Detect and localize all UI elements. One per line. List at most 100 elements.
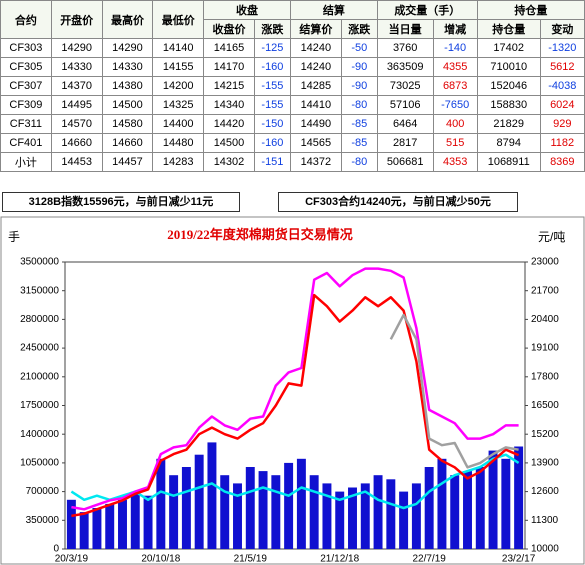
cell: 1068911: [476, 152, 541, 172]
volume-bar: [181, 467, 191, 549]
volume-bar: [335, 491, 345, 549]
cell: 14170: [203, 57, 255, 77]
cell: 14330: [101, 57, 154, 77]
volume-bar: [258, 471, 268, 549]
cell: 158830: [476, 95, 541, 115]
cell: -155: [253, 76, 291, 96]
volume-bar: [322, 483, 332, 549]
sub-header: 增减: [432, 19, 478, 39]
volume-bar: [309, 475, 319, 549]
group-header: 结算: [289, 0, 378, 20]
cell: 14495: [50, 95, 103, 115]
cell: 57106: [376, 95, 434, 115]
volume-bar: [143, 495, 153, 549]
cell: -150: [253, 114, 291, 134]
volume-bar: [386, 479, 396, 549]
cell: 14500: [101, 95, 154, 115]
series-line: [71, 267, 519, 511]
y-tick-label: 2100000: [20, 371, 59, 382]
chart: 2019/22年度郑棉期货日交易情况 手 元/吨 0 350000 700000 10…: [0, 216, 585, 565]
cell: -85: [340, 133, 378, 153]
cell: 14240: [289, 57, 342, 77]
cell: 73025: [376, 76, 434, 96]
cell: 14165: [203, 38, 255, 58]
y-tick-label: 2450000: [20, 343, 59, 354]
cell: 14290: [101, 38, 154, 58]
volume-bar: [245, 467, 255, 549]
cell: 14410: [289, 95, 342, 115]
volume-bar: [156, 458, 166, 549]
volume-bar: [169, 475, 179, 549]
cell: -85: [340, 114, 378, 134]
y-tick-label: 350000: [26, 515, 60, 526]
volume-bar: [130, 491, 140, 549]
y2-tick-label: 13900: [531, 458, 559, 469]
cell: -151: [253, 152, 291, 172]
group-header: 收盘: [203, 0, 291, 20]
volume-bar: [271, 475, 281, 549]
cell: 14155: [152, 57, 205, 77]
cell: -125: [253, 38, 291, 58]
contract-note: CF303合约14240元，与前日减少50元: [278, 192, 518, 212]
cell: 710010: [476, 57, 541, 77]
volume-bar: [220, 475, 230, 549]
series-line: [389, 313, 519, 469]
x-tick-label: 20/3/19: [55, 554, 89, 565]
volume-bar: [105, 503, 115, 549]
cell: 14240: [289, 38, 342, 58]
y2-axis-label: 元/吨: [538, 230, 565, 244]
cell: 21829: [476, 114, 541, 134]
sub-header: 结算价: [289, 19, 342, 39]
volume-bar: [296, 458, 306, 549]
quote-table: 合约 开盘价 最高价 最低价 收盘 结算 成交量（手） 持仓量 收盘价 涨跌 结算价 涨跌 当日量 增减持…: [0, 0, 585, 172]
volume-bar: [66, 499, 76, 549]
volume-bar: [118, 499, 127, 549]
cell: 4355: [432, 57, 478, 77]
column-header: 开盘价: [50, 0, 103, 39]
header-row: 收盘价 涨跌 结算价 涨跌 当日量 增减 持仓量 变动: [1, 19, 585, 39]
y2-tick-label: 16500: [531, 400, 559, 411]
cell: 2817: [376, 133, 434, 153]
volume-bar: [92, 508, 102, 549]
cell: CF307: [0, 76, 52, 96]
y2-tick-label: 10000: [531, 544, 559, 555]
y2-tick-label: 23000: [531, 257, 559, 268]
volume-bar: [424, 467, 434, 549]
y-tick-label: 1400000: [20, 429, 59, 440]
y2-tick-label: 12600: [531, 486, 559, 497]
notes: 3128B指数15596元，与前日减少11元 CF303合约14240元，与前日…: [0, 192, 585, 212]
y-axis-label: 手: [8, 230, 20, 244]
cell: 8369: [539, 152, 585, 172]
group-header: 持仓量: [476, 0, 585, 20]
volume-bar: [284, 462, 294, 549]
volume-bar: [463, 471, 472, 549]
series-line: [70, 453, 520, 510]
cell: -160: [253, 57, 291, 77]
volume-bar: [194, 454, 204, 549]
cell: -80: [340, 95, 378, 115]
cell: 6873: [432, 76, 478, 96]
sub-header: 涨跌: [253, 19, 291, 39]
column-header: 合约: [0, 0, 52, 39]
data-row: CF311 14570 14580 14400 14420 -150 14490 -85 646…: [0, 114, 585, 134]
cell: -1320: [539, 38, 585, 58]
cell: 17402: [476, 38, 541, 58]
volume-bar: [348, 487, 357, 549]
data-row: CF401 14660 14660 14480 14500 -160 14565 -85 281…: [0, 133, 585, 153]
cell: 14200: [152, 76, 205, 96]
y2-tick-label: 20400: [531, 314, 559, 325]
data-row: CF309 14495 14500 14325 14340 -155 14410 -80 571…: [0, 95, 585, 115]
cell: 515: [432, 133, 478, 153]
cell: 14140: [152, 38, 205, 58]
cell: 14370: [50, 76, 103, 96]
cell: 14580: [101, 114, 154, 134]
volume-bar: [437, 458, 447, 549]
cell: 14490: [289, 114, 342, 134]
volume-bar: [514, 446, 524, 549]
cell: 363509: [376, 57, 434, 77]
cell: 8794: [476, 133, 541, 153]
cell: 小计: [0, 152, 52, 172]
data-row: 小计 14453 14457 14283 14302 -151 14372 -80 506681…: [0, 152, 585, 172]
cell: 14372: [289, 152, 342, 172]
